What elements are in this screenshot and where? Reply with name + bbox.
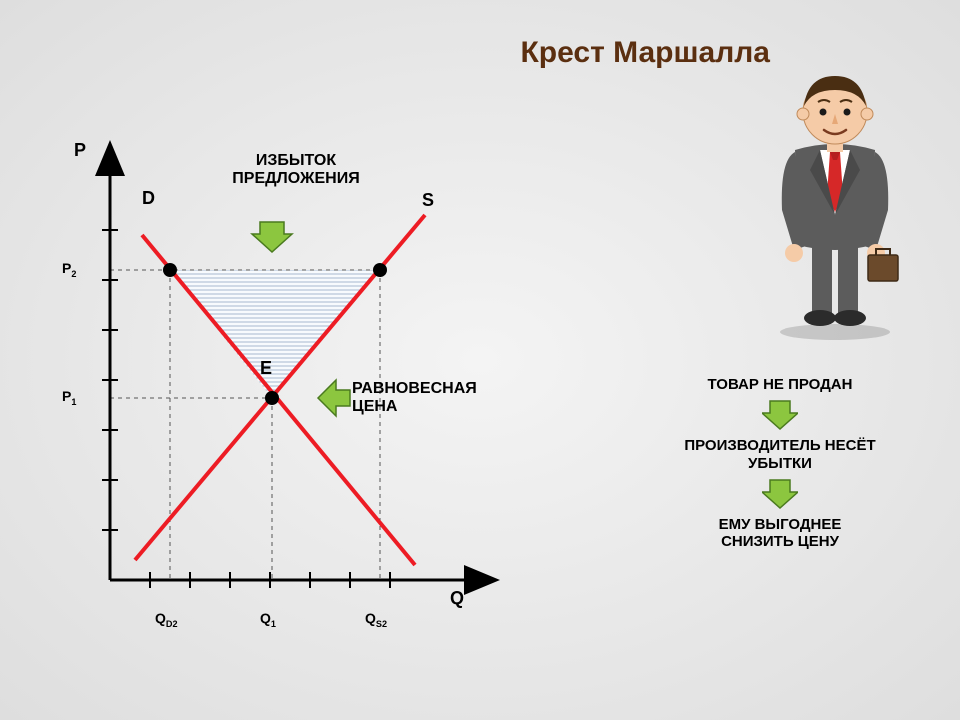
label-p1: P1 <box>62 388 76 407</box>
arrow-left-icon <box>318 380 350 416</box>
label-p2: P2 <box>62 260 76 279</box>
side-text-2: ПРОИЗВОДИТЕЛЬ НЕСЁТУБЫТКИ <box>630 437 930 472</box>
side-text-3: ЕМУ ВЫГОДНЕЕСНИЗИТЬ ЦЕНУ <box>630 516 930 551</box>
arrow-down-icon <box>762 399 798 431</box>
annot-equilibrium: РАВНОВЕСНАЯЦЕНА <box>352 380 502 417</box>
marshall-cross-chart: P Q D S E P2 P1 QD2 Q1 QS2 ИЗБЫТОКПРЕДЛО… <box>50 140 510 640</box>
label-q1: Q1 <box>260 610 276 629</box>
label-e: E <box>260 358 272 379</box>
consequence-flow: ТОВАР НЕ ПРОДАН ПРОИЗВОДИТЕЛЬ НЕСЁТУБЫТК… <box>630 370 930 556</box>
annot-surplus: ИЗБЫТОКПРЕДЛОЖЕНИЯ <box>196 152 396 189</box>
surplus-region <box>170 270 380 398</box>
label-qs2: QS2 <box>365 610 387 629</box>
label-qd2: QD2 <box>155 610 178 629</box>
slide-title: Крест Маршалла <box>0 36 770 70</box>
label-s: S <box>422 190 434 211</box>
label-d: D <box>142 188 155 209</box>
businessman-illustration <box>750 60 920 340</box>
label-q: Q <box>450 588 464 609</box>
side-text-1: ТОВАР НЕ ПРОДАН <box>630 376 930 393</box>
arrow-down-icon <box>762 478 798 510</box>
arrow-down-icon <box>252 222 292 252</box>
label-p: P <box>74 140 86 161</box>
